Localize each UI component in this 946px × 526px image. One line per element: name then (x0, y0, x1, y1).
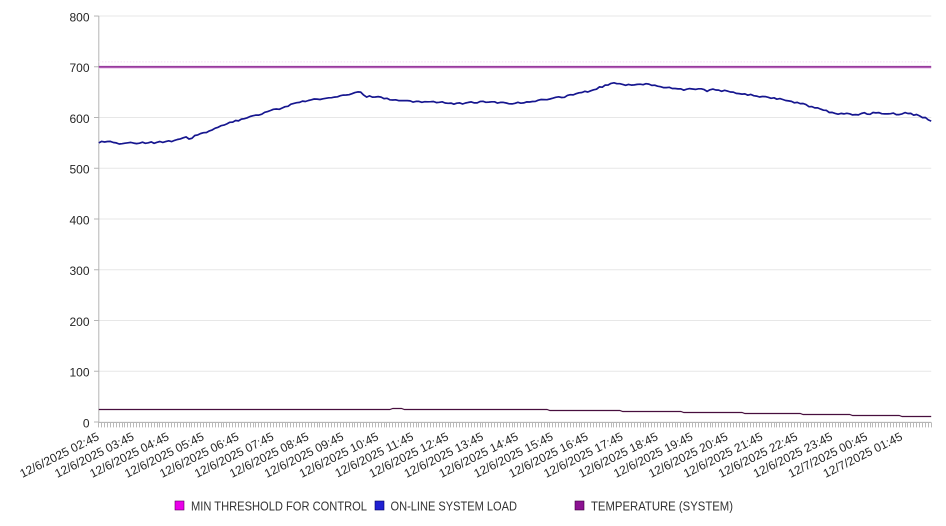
svg-text:MIN THRESHOLD FOR CONTROL: MIN THRESHOLD FOR CONTROL (191, 499, 367, 514)
svg-text:TEMPERATURE (SYSTEM): TEMPERATURE (SYSTEM) (591, 499, 733, 514)
svg-text:300: 300 (69, 264, 89, 278)
svg-text:700: 700 (69, 61, 89, 75)
svg-text:800: 800 (69, 10, 89, 24)
svg-text:200: 200 (69, 315, 89, 329)
svg-text:500: 500 (69, 163, 89, 177)
svg-text:400: 400 (69, 213, 89, 227)
svg-text:ON-LINE SYSTEM LOAD: ON-LINE SYSTEM LOAD (391, 499, 518, 514)
svg-text:100: 100 (69, 366, 89, 380)
svg-text:0: 0 (83, 416, 90, 430)
svg-text:600: 600 (69, 112, 89, 126)
